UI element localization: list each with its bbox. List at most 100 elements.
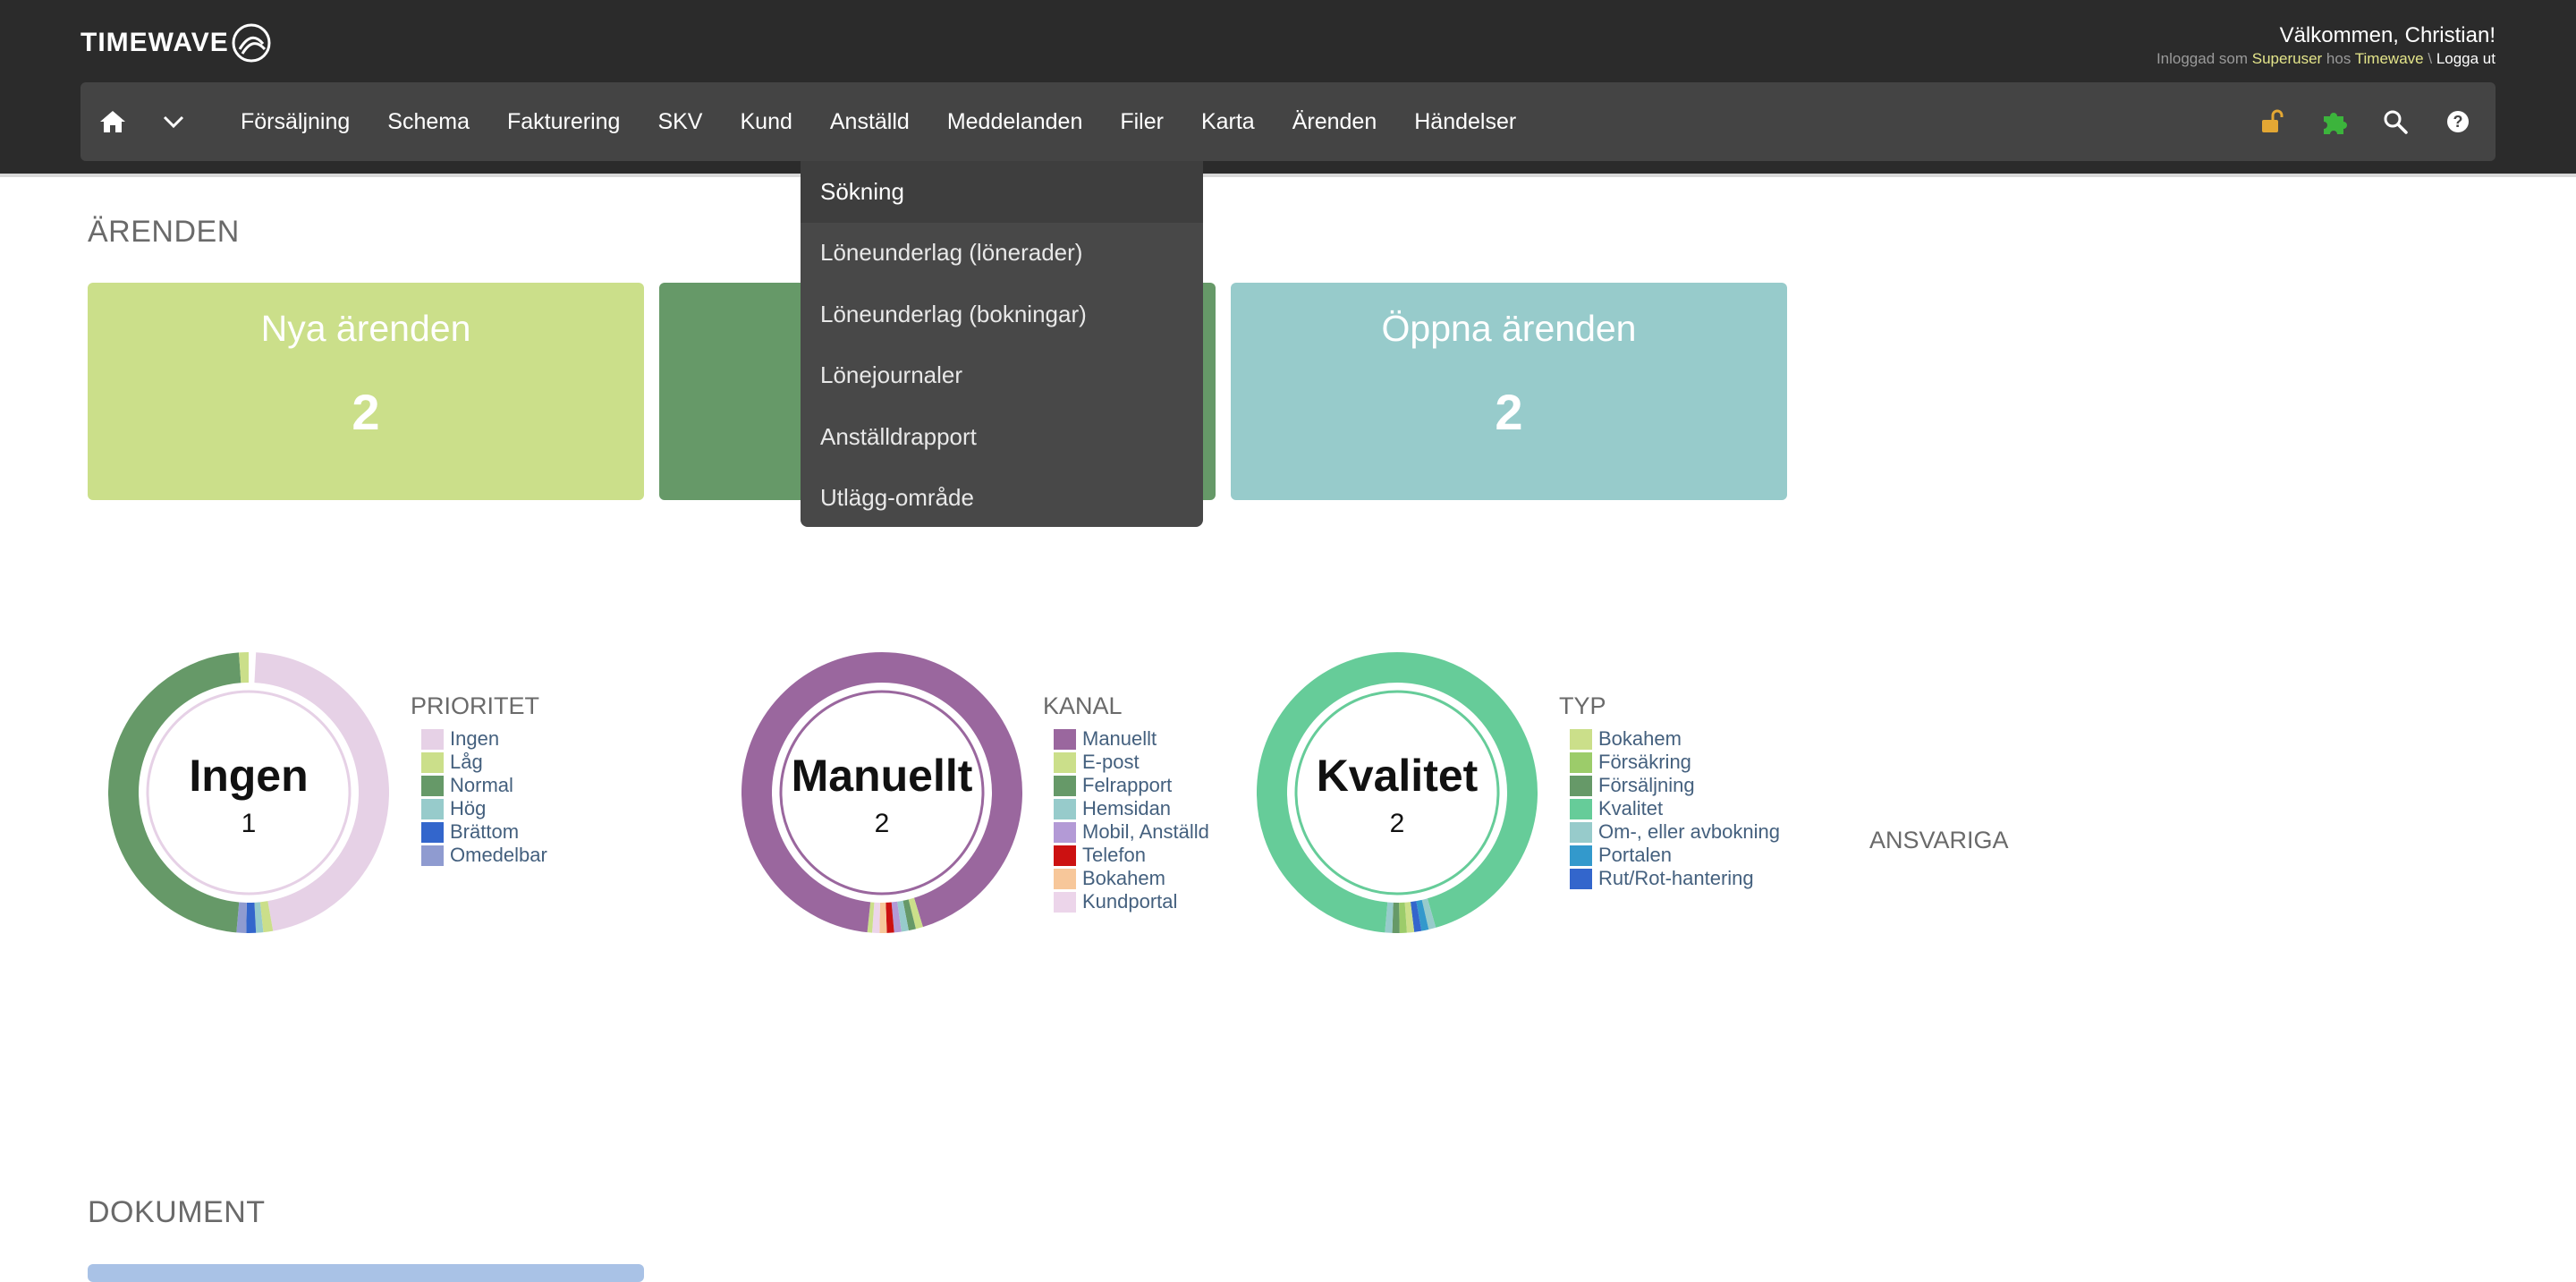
legend-item[interactable]: E-post: [1054, 751, 1209, 774]
donut-segment[interactable]: [1406, 917, 1412, 918]
legend-swatch: [1570, 752, 1592, 773]
donut-center-name: Kvalitet: [1254, 750, 1540, 802]
logout-link[interactable]: Logga ut: [2436, 50, 2496, 67]
donut-segment[interactable]: [262, 916, 271, 917]
nav-item-karta[interactable]: Karta: [1182, 82, 1274, 161]
donut-segment[interactable]: [1412, 916, 1419, 917]
login-separator: \: [2428, 50, 2432, 67]
legend-swatch: [421, 776, 444, 796]
legend-label: Bokahem: [1082, 867, 1165, 890]
donut-segment[interactable]: [238, 917, 247, 918]
unlock-icon[interactable]: [2254, 104, 2290, 140]
legend-swatch: [1054, 752, 1076, 773]
login-user-link[interactable]: Superuser: [2252, 50, 2322, 67]
legend-item[interactable]: Normal: [421, 774, 547, 797]
dokument-card[interactable]: [88, 1264, 644, 1282]
top-header: TIMEWAVE Välkommen, Christian! Inloggad …: [0, 0, 2576, 177]
search-icon[interactable]: [2377, 104, 2413, 140]
donut-center-name: Ingen: [106, 750, 392, 802]
legend-item[interactable]: Omedelbar: [421, 844, 547, 867]
legend-item[interactable]: Hög: [421, 797, 547, 820]
prioritet-donut-chart[interactable]: Ingen 1: [106, 649, 392, 936]
legend-swatch: [1054, 776, 1076, 796]
legend-swatch: [421, 752, 444, 773]
welcome-text: Välkommen, Christian!: [2280, 23, 2496, 48]
legend-swatch: [1570, 799, 1592, 819]
legend-item[interactable]: Försäljning: [1570, 774, 1780, 797]
oppna-arenden-card[interactable]: Öppna ärenden 2: [1231, 283, 1787, 500]
nav-item-handelser[interactable]: Händelser: [1395, 82, 1535, 161]
legend-item[interactable]: Kvalitet: [1570, 797, 1780, 820]
dokument-section-title: DOKUMENT: [88, 1195, 266, 1230]
donut-segment[interactable]: [906, 914, 912, 916]
legend-swatch: [1570, 822, 1592, 843]
logo-swirl-icon: [231, 22, 272, 64]
legend-item[interactable]: Hemsidan: [1054, 797, 1209, 820]
legend-item[interactable]: Portalen: [1570, 844, 1780, 867]
dropdown-item-lonejournaler[interactable]: Lönejournaler: [801, 345, 1203, 407]
legend-item[interactable]: Telefon: [1054, 844, 1209, 867]
legend-item[interactable]: Försäkring: [1570, 751, 1780, 774]
donut-segment[interactable]: [1425, 913, 1431, 915]
legend-item[interactable]: Rut/Rot-hantering: [1570, 867, 1780, 890]
dropdown-item-anstalldrapport[interactable]: Anställdrapport: [801, 406, 1203, 468]
legend-swatch: [1054, 822, 1076, 843]
legend-label: Normal: [450, 774, 513, 797]
legend-item[interactable]: Om-, eller avbokning: [1570, 820, 1780, 844]
legend-item[interactable]: Låg: [421, 751, 547, 774]
legend-label: Telefon: [1082, 844, 1146, 867]
dropdown-item-utlagg-omrade[interactable]: Utlägg-område: [801, 468, 1203, 530]
legend-item[interactable]: Bokahem: [1054, 867, 1209, 890]
legend-item[interactable]: Manuellt: [1054, 727, 1209, 751]
legend-swatch: [1054, 845, 1076, 866]
chevron-down-icon[interactable]: [156, 104, 191, 140]
login-prefix: Inloggad som: [2157, 50, 2248, 67]
card-count: 2: [1231, 383, 1787, 441]
card-title: Öppna ärenden: [1231, 308, 1787, 350]
nav-item-anstalld[interactable]: Anställd: [811, 82, 928, 161]
help-icon[interactable]: ?: [2440, 104, 2476, 140]
legend-item[interactable]: Felrapport: [1054, 774, 1209, 797]
arenden-section-title: ÄRENDEN: [88, 215, 240, 250]
nav-item-kund[interactable]: Kund: [721, 82, 810, 161]
donut-segment[interactable]: [893, 917, 899, 918]
nav-item-forsaljning[interactable]: Försäljning: [222, 82, 369, 161]
legend-label: E-post: [1082, 751, 1140, 774]
legend-label: Felrapport: [1082, 774, 1172, 797]
donut-segment[interactable]: [1419, 914, 1425, 915]
nav-item-schema[interactable]: Schema: [369, 82, 488, 161]
donut-segment[interactable]: [255, 917, 261, 918]
dropdown-item-loneunderlag-lonerader[interactable]: Löneunderlag (lönerader): [801, 223, 1203, 284]
nav-item-arenden[interactable]: Ärenden: [1274, 82, 1396, 161]
legend-item[interactable]: Mobil, Anställd: [1054, 820, 1209, 844]
kanal-donut-chart[interactable]: Manuellt 2: [739, 649, 1025, 936]
login-company-link[interactable]: Timewave: [2355, 50, 2424, 67]
nav-item-fakturering[interactable]: Fakturering: [488, 82, 639, 161]
legend-label: Brättom: [450, 820, 519, 844]
legend-swatch: [1054, 729, 1076, 750]
legend-title: PRIORITET: [411, 692, 547, 720]
legend-item[interactable]: Brättom: [421, 820, 547, 844]
legend-swatch: [421, 799, 444, 819]
donut-segment[interactable]: [899, 915, 905, 916]
dropdown-item-loneunderlag-bokningar[interactable]: Löneunderlag (bokningar): [801, 284, 1203, 345]
donut-segment[interactable]: [912, 913, 919, 914]
legend-item[interactable]: Bokahem: [1570, 727, 1780, 751]
legend-swatch: [1054, 892, 1076, 913]
nav-item-meddelanden[interactable]: Meddelanden: [928, 82, 1102, 161]
nav-item-filer[interactable]: Filer: [1101, 82, 1182, 161]
dropdown-item-sokning[interactable]: Sökning: [801, 161, 1203, 223]
nav-item-skv[interactable]: SKV: [639, 82, 721, 161]
legend-item[interactable]: Kundportal: [1054, 890, 1209, 913]
nya-arenden-card[interactable]: Nya ärenden 2: [88, 283, 644, 500]
legend-swatch: [421, 822, 444, 843]
puzzle-icon[interactable]: [2317, 104, 2352, 140]
home-icon[interactable]: [95, 104, 131, 140]
legend-label: Ingen: [450, 727, 499, 751]
timewave-logo[interactable]: TIMEWAVE: [80, 21, 272, 64]
typ-donut-chart[interactable]: Kvalitet 2: [1254, 649, 1540, 936]
legend-item[interactable]: Ingen: [421, 727, 547, 751]
legend-label: Hög: [450, 797, 486, 820]
legend-swatch: [1570, 776, 1592, 796]
